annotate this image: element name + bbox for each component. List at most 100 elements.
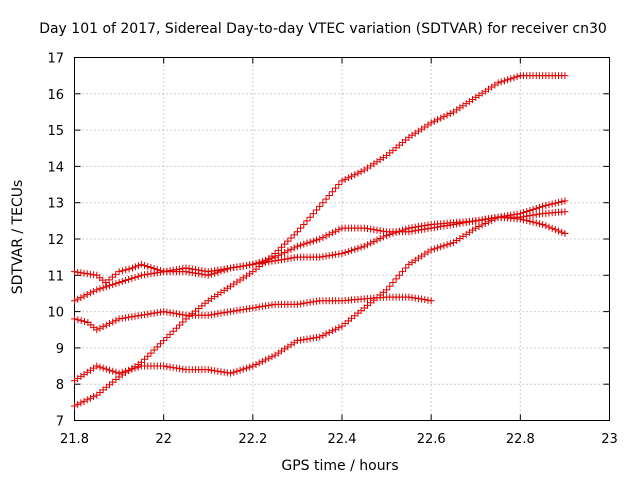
data-point (526, 217, 534, 225)
data-point (233, 307, 241, 315)
data-point (258, 357, 266, 365)
data-point (421, 296, 429, 304)
data-point (239, 306, 247, 314)
data-point (414, 226, 422, 234)
data-point (214, 310, 222, 318)
y-tick-label: 9 (56, 342, 64, 357)
data-point (147, 270, 155, 278)
data-point (90, 287, 98, 295)
data-point (99, 323, 107, 331)
data-point (367, 225, 375, 233)
data-point (141, 261, 149, 269)
data-point (561, 230, 569, 238)
data-point (297, 224, 305, 232)
data-point (86, 289, 94, 297)
data-point (74, 295, 82, 303)
data-point (306, 213, 314, 221)
data-point (255, 359, 263, 367)
data-point (472, 217, 480, 225)
data-point (434, 244, 442, 252)
data-point (488, 214, 496, 222)
data-point (443, 222, 451, 230)
data-point (80, 269, 88, 277)
data-point (430, 117, 438, 125)
data-point (341, 248, 349, 256)
data-point (211, 310, 219, 318)
data-point (354, 169, 362, 177)
data-point (265, 354, 273, 362)
data-point (160, 308, 168, 316)
data-point (290, 244, 298, 252)
data-point (475, 216, 483, 224)
data-point (558, 228, 566, 236)
data-point (392, 275, 400, 283)
data-point (122, 266, 130, 274)
data-point (456, 219, 464, 227)
data-point (227, 264, 235, 272)
series-trace-d (71, 208, 569, 305)
data-point (80, 397, 88, 405)
x-tick-label: 22 (155, 432, 172, 447)
y-tick-label: 10 (47, 306, 64, 321)
data-point (166, 330, 174, 338)
data-point (335, 250, 343, 258)
data-point (335, 181, 343, 189)
data-point (309, 237, 317, 245)
data-point (137, 311, 145, 319)
data-point (555, 227, 563, 235)
y-tick-label: 7 (56, 415, 64, 430)
data-point (239, 262, 247, 270)
data-point (211, 269, 219, 277)
data-point (74, 316, 82, 324)
data-point (313, 206, 321, 214)
data-point (125, 265, 133, 273)
data-point (328, 251, 336, 259)
data-point (96, 363, 104, 371)
data-point (230, 264, 238, 272)
data-point (83, 270, 91, 278)
data-point (335, 324, 343, 332)
grid (74, 57, 610, 421)
data-point (207, 270, 215, 278)
data-point (277, 243, 285, 251)
data-point (414, 295, 422, 303)
data-point (163, 363, 171, 371)
data-point (96, 285, 104, 293)
data-point (376, 234, 384, 242)
data-point (169, 364, 177, 372)
y-tick-label: 12 (47, 233, 64, 248)
data-point (262, 256, 270, 264)
data-point (303, 299, 311, 307)
data-point (214, 367, 222, 375)
data-point (290, 254, 298, 262)
data-point (144, 352, 152, 360)
data-point (277, 250, 285, 258)
data-point (332, 251, 340, 259)
data-point (242, 364, 250, 372)
data-point (297, 336, 305, 344)
data-point (118, 314, 126, 322)
data-point (249, 362, 257, 370)
data-point (93, 286, 101, 294)
data-point (354, 244, 362, 252)
data-point (233, 367, 241, 375)
data-point (223, 265, 231, 273)
data-point (109, 367, 117, 375)
data-point (322, 232, 330, 240)
data-point (300, 336, 308, 344)
data-point (271, 253, 279, 261)
data-point (166, 363, 174, 371)
data-point (265, 255, 273, 263)
data-series (71, 72, 569, 410)
data-point (252, 303, 260, 311)
data-point (395, 271, 403, 279)
data-point (287, 234, 295, 242)
x-tick-labels: 21.8 22 22.2 22.4 22.6 22.8 23 (60, 432, 618, 447)
data-point (316, 333, 324, 341)
data-point (262, 356, 270, 364)
data-point (481, 215, 489, 223)
data-point (115, 369, 123, 377)
data-point (344, 174, 352, 182)
data-point (147, 349, 155, 357)
